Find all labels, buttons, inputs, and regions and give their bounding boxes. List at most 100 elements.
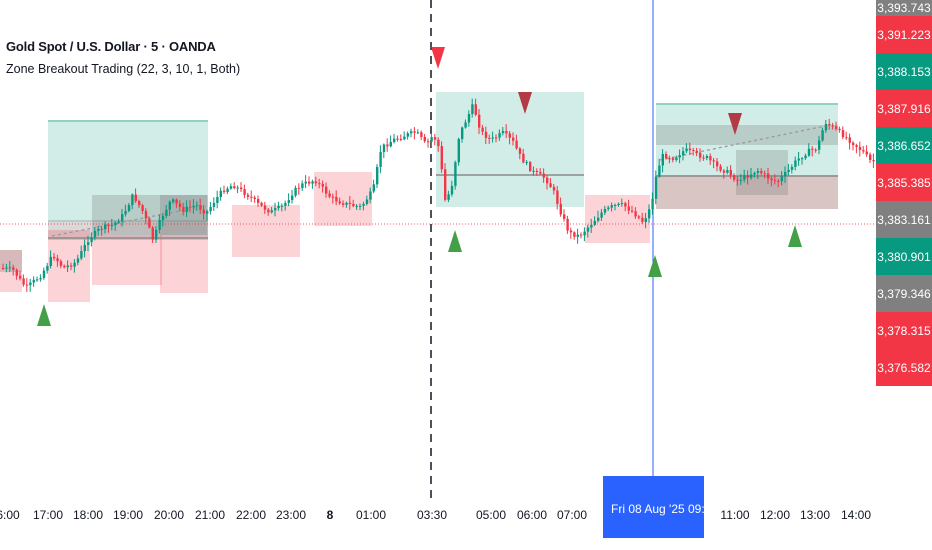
candle-body [624, 203, 627, 207]
candle-body [430, 137, 433, 142]
candle-body [25, 284, 29, 286]
candle-body [185, 206, 188, 212]
candle-up [382, 143, 386, 159]
candle-down [348, 195, 352, 210]
candle-down [634, 207, 637, 219]
candle-body [63, 265, 66, 268]
candle-body [87, 242, 90, 245]
candle-up [447, 190, 450, 203]
candle-body [158, 219, 161, 230]
candle-down [420, 130, 423, 140]
candle-up [124, 204, 127, 217]
candle-up [226, 186, 229, 195]
price-label: 3,391.223 [876, 16, 932, 53]
candle-up [498, 129, 501, 141]
candle-down [151, 226, 154, 243]
time-tick: 20:00 [153, 508, 185, 522]
candle-body [790, 166, 794, 170]
time-tick: 8 [326, 508, 334, 522]
candle-down [838, 126, 841, 133]
candle-body [688, 148, 692, 151]
candle-body [121, 214, 124, 222]
candle-body [277, 205, 280, 209]
candle-down [529, 161, 532, 173]
candle-up [280, 203, 284, 212]
candle-up [685, 143, 688, 154]
candle-up [161, 212, 165, 227]
candle-up [209, 202, 212, 215]
candle-down [386, 138, 389, 152]
candle-down [484, 126, 488, 145]
candle-body [716, 161, 719, 167]
candle-body [773, 180, 777, 182]
price-axis[interactable]: 3,393.743 3,391.223 3,388.153 3,387.916 3,38… [876, 0, 932, 476]
candle-body [151, 227, 154, 240]
candle-down [552, 183, 556, 195]
candle-body [529, 162, 532, 171]
candle-down [559, 197, 562, 217]
candle-down [12, 264, 15, 276]
candle-down [702, 154, 705, 161]
buy-signal-arrow [37, 304, 51, 326]
candle-up [369, 187, 372, 204]
candle-up [454, 160, 457, 190]
candle-down [515, 134, 518, 150]
candle-up [206, 209, 209, 221]
candle-up [818, 135, 821, 155]
price-label: 3,386.652 [876, 127, 932, 164]
candle-body [610, 205, 613, 208]
candle-up [212, 197, 216, 211]
candle-body [195, 205, 199, 207]
candle-up [274, 202, 277, 217]
candle-body [403, 136, 406, 140]
candle-up [219, 187, 222, 201]
candle-body [362, 203, 365, 206]
candle-body [39, 277, 42, 280]
candle-body [756, 170, 760, 173]
candle-down [580, 232, 583, 239]
candle-body [467, 113, 471, 123]
candle-up [36, 276, 39, 282]
time-tick: 03:30 [416, 508, 448, 522]
candle-body [682, 151, 685, 156]
indicator-title[interactable]: Zone Breakout Trading (22, 3, 10, 1, Bot… [6, 62, 241, 76]
candle-down [100, 226, 103, 236]
candle-up [784, 166, 787, 183]
candle-up [195, 201, 199, 212]
candle-up [389, 135, 392, 148]
time-tick: 18:00 [72, 508, 104, 522]
candle-body [233, 186, 236, 189]
candle-body [546, 177, 549, 184]
candle-down [869, 152, 872, 163]
candle-up [457, 137, 460, 166]
zone-green [436, 92, 584, 207]
candle-up [678, 149, 681, 164]
candle-up [739, 174, 743, 186]
candle-up [461, 126, 464, 143]
candle-up [155, 225, 158, 243]
candle-down [535, 168, 539, 176]
candle-body [508, 133, 511, 138]
candle-body [270, 210, 273, 213]
candle-up [49, 250, 52, 269]
candle-up [345, 201, 348, 208]
sell-signal-arrow [431, 47, 445, 69]
candle-body [869, 154, 872, 161]
time-axis[interactable]: 6:00 17:00 18:00 19:00 20:00 21:00 22:00 23:00 8… [0, 498, 932, 528]
symbol-title[interactable]: Gold Spot / U.S. Dollar · 5 · OANDA [6, 39, 216, 54]
zone-gray [656, 125, 838, 145]
candle-body [590, 224, 593, 228]
candle-up [97, 225, 100, 236]
candle-body [563, 214, 566, 219]
zone-red [656, 175, 838, 209]
candle-down [858, 141, 862, 157]
candle-body [461, 127, 464, 140]
candle-body [651, 198, 654, 210]
candle-up [794, 156, 797, 171]
candle-body [440, 146, 443, 170]
candle-up [127, 203, 131, 213]
candle-down [437, 137, 440, 152]
candle-body [131, 194, 134, 206]
price-label: 3,387.916 [876, 90, 932, 127]
